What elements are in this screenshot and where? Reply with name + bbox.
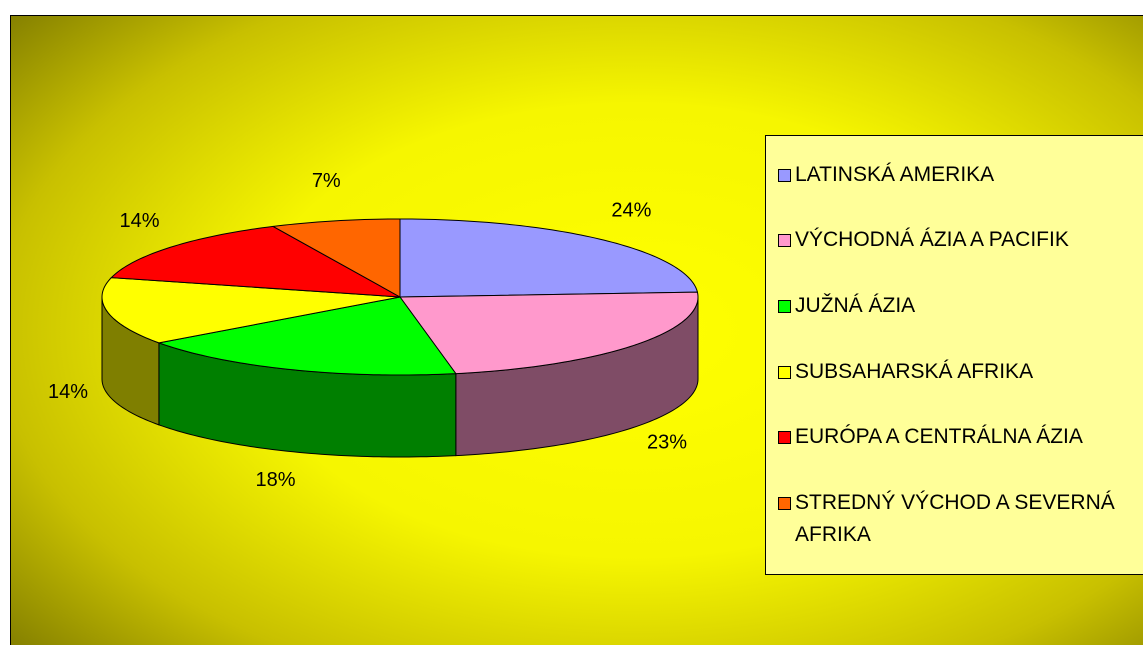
legend-swatch xyxy=(778,431,791,445)
data-label: 14% xyxy=(120,210,160,232)
legend-label: JUŽNÁ ÁZIA xyxy=(795,294,916,318)
legend-entry: STREDNÝ VÝCHOD A SEVERNÁ AFRIKA xyxy=(778,487,1138,551)
legend-entry: SUBSAHARSKÁ AFRIKA xyxy=(778,356,1138,388)
legend-swatch xyxy=(778,300,791,314)
legend-swatch xyxy=(778,234,791,248)
data-label: 18% xyxy=(256,469,296,491)
legend-label: SUBSAHARSKÁ AFRIKA xyxy=(795,359,1034,383)
slice xyxy=(271,218,401,298)
legend-label: VÝCHODNÁ ÁZIA A PACIFIK xyxy=(795,228,1069,252)
slice xyxy=(399,291,699,375)
slice xyxy=(156,296,457,376)
legend-entry: EURÓPA A CENTRÁLNA ÁZIA xyxy=(778,421,1138,453)
legend-label: EURÓPA A CENTRÁLNA ÁZIA xyxy=(795,425,1083,449)
legend-label: STREDNÝ VÝCHOD A SEVERNÁ AFRIKA xyxy=(795,491,1115,547)
legend-swatch xyxy=(778,168,791,182)
legend-label: LATINSKÁ AMERIKA xyxy=(795,162,995,186)
data-label: 14% xyxy=(48,381,88,403)
slice xyxy=(110,225,401,298)
legend-entry: JUŽNÁ ÁZIA xyxy=(778,290,1138,322)
legend-entry: VÝCHODNÁ ÁZIA A PACIFIK xyxy=(778,224,1138,256)
data-label: 24% xyxy=(611,199,651,221)
data-label: 23% xyxy=(647,431,687,453)
slice xyxy=(399,218,699,298)
legend-entry: LATINSKÁ AMERIKA xyxy=(778,159,1138,191)
slice xyxy=(101,277,401,344)
legend-swatch xyxy=(778,497,791,511)
data-label: 7% xyxy=(312,170,341,192)
legend: LATINSKÁ AMERIKA VÝCHODNÁ ÁZIA A PACIFIK J… xyxy=(765,135,1143,575)
legend-swatch xyxy=(778,365,791,379)
